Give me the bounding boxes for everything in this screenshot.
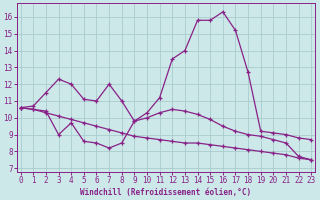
- X-axis label: Windchill (Refroidissement éolien,°C): Windchill (Refroidissement éolien,°C): [80, 188, 252, 197]
